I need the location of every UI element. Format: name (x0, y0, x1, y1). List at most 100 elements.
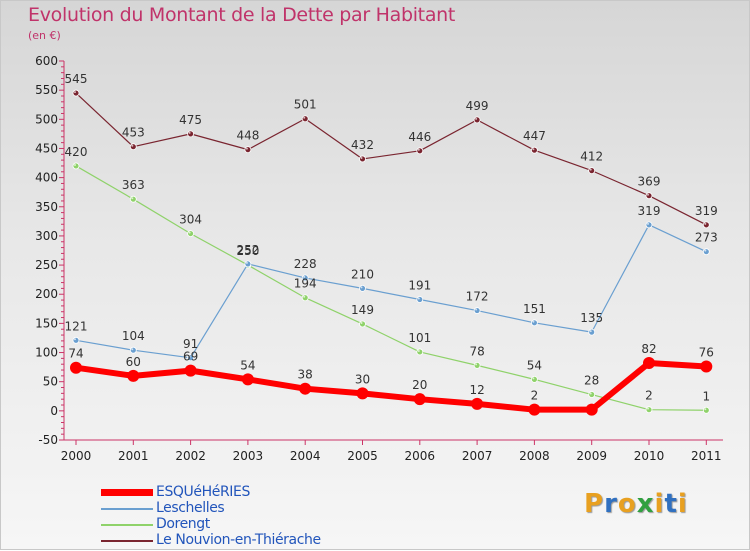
data-label: 38 (298, 368, 313, 382)
data-label: 1 (702, 389, 710, 403)
data-label: 432 (351, 138, 374, 152)
data-point (72, 162, 80, 170)
point-highlight (360, 156, 363, 159)
x-tick-label: 2006 (405, 449, 436, 463)
data-point (473, 361, 481, 369)
series-line-3 (75, 92, 707, 226)
point-highlight (589, 392, 592, 395)
data-label: 28 (584, 374, 599, 388)
x-tick-label: 2011 (691, 449, 722, 463)
data-point (72, 336, 80, 344)
data-point (416, 296, 424, 303)
data-point (70, 361, 82, 374)
data-label: 149 (351, 303, 374, 317)
point-highlight (74, 91, 76, 94)
data-label: 69 (183, 350, 198, 364)
point-highlight (245, 261, 248, 264)
logo-letter: x (636, 489, 655, 519)
data-label: 420 (65, 145, 88, 159)
data-point (129, 195, 137, 203)
data-point (588, 391, 596, 398)
series-line-0 (75, 360, 707, 413)
data-label: 250 (236, 244, 259, 258)
x-tick-label: 2002 (175, 449, 206, 463)
y-tick-label: 400 (35, 171, 58, 185)
y-tick-label: 300 (35, 229, 58, 243)
point-highlight (303, 275, 306, 278)
y-tick-label: -50 (38, 433, 58, 447)
point-highlight (74, 163, 76, 166)
point-highlight (532, 320, 535, 323)
point-highlight (417, 297, 420, 300)
data-point (471, 397, 484, 410)
point-highlight (532, 377, 535, 380)
data-point (528, 403, 541, 416)
data-label: 412 (580, 150, 603, 164)
data-label: 2 (645, 389, 653, 403)
data-label: 104 (122, 329, 145, 343)
logo-letter: t (664, 489, 678, 519)
data-label: 228 (294, 257, 317, 271)
data-point (301, 294, 309, 302)
data-label: 363 (122, 178, 145, 192)
point-highlight (131, 348, 134, 351)
y-tick-label: 600 (35, 54, 58, 68)
x-tick-label: 2003 (233, 449, 264, 463)
legend-swatch (101, 540, 153, 542)
data-label: 252 (236, 243, 259, 257)
data-label: 82 (641, 342, 656, 356)
logo-letter: o (617, 489, 637, 519)
data-point (72, 89, 80, 97)
data-label: 20 (412, 378, 427, 392)
data-point (413, 393, 426, 406)
x-tick-label: 2010 (634, 449, 665, 463)
data-label: 54 (527, 358, 542, 372)
logo-letter: i (677, 489, 688, 519)
point-highlight (647, 407, 649, 410)
point-highlight (74, 338, 76, 341)
x-tick-label: 2007 (462, 449, 493, 463)
legend-swatch (101, 524, 153, 526)
data-point (588, 167, 596, 175)
x-tick-label: 2009 (576, 449, 607, 463)
series-line-1 (75, 224, 707, 359)
data-point (700, 360, 713, 373)
data-label: 151 (523, 302, 546, 316)
data-label: 304 (179, 213, 202, 227)
data-point (127, 369, 140, 382)
data-label: 135 (580, 311, 603, 325)
data-point (244, 260, 252, 268)
data-point (645, 192, 653, 200)
data-point (416, 147, 424, 155)
data-point (531, 146, 538, 154)
legend-label: Leschelles (156, 500, 225, 516)
data-point (645, 221, 653, 229)
point-highlight (589, 330, 592, 333)
data-point (359, 284, 366, 292)
point-highlight (647, 193, 649, 196)
data-point (356, 387, 369, 400)
y-tick-label: 550 (35, 83, 58, 97)
y-tick-label: 0 (50, 404, 58, 418)
chart-axes: -50 0 50 100 150 200 250 300 350 400 450 500 550 600 2… (35, 54, 723, 463)
legend-label: Le Nouvion-en-Thiérache (156, 532, 321, 548)
data-label: 273 (695, 231, 718, 245)
data-label: 447 (523, 129, 546, 143)
data-point (643, 357, 655, 370)
data-label: 54 (240, 358, 255, 372)
point-highlight (303, 295, 306, 298)
data-point (129, 143, 137, 151)
data-label: 475 (179, 113, 202, 127)
y-tick-label: 200 (35, 287, 58, 301)
data-label: 319 (638, 204, 661, 218)
data-label: 76 (699, 346, 714, 360)
data-point (531, 375, 538, 383)
data-point (585, 403, 598, 416)
point-highlight (188, 131, 191, 134)
point-highlight (188, 355, 191, 358)
point-highlight (704, 249, 707, 252)
point-highlight (475, 117, 478, 120)
point-highlight (475, 363, 478, 366)
